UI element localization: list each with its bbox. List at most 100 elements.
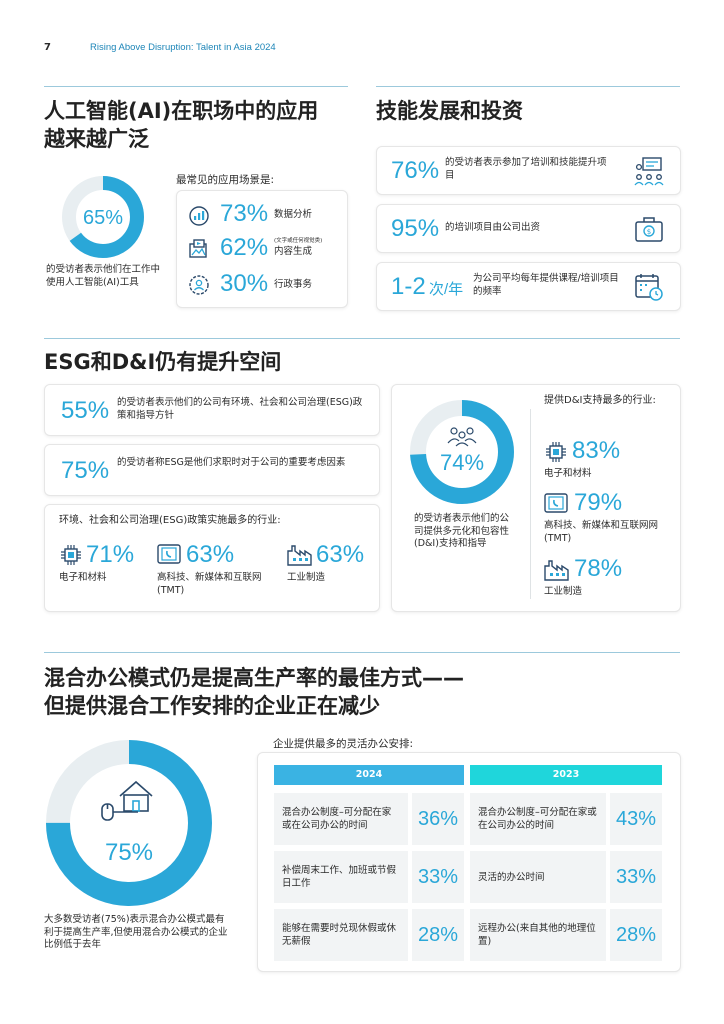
table-row-value: 36% [412, 793, 464, 845]
analytics-icon [189, 206, 209, 226]
scenario-value: 62% [220, 234, 269, 261]
industry-label: 电子和材料 [59, 572, 107, 583]
scenario-row-content: 62% (文字或任何视觉类) 内容生成 [188, 234, 344, 264]
table-title: 企业提供最多的灵活办公安排: [273, 738, 414, 750]
scenario-label: 数据分析 [274, 209, 313, 220]
di-industries-title: 提供D&I支持最多的行业: [544, 395, 656, 406]
industry-value: 71% [86, 541, 135, 568]
industry-label: 高科技、新媒体和互联网网(TMT) [544, 520, 659, 544]
ai-donut-chart: 65% [62, 176, 144, 258]
skills-text: 的培训项目由公司出资 [445, 222, 541, 233]
chip-icon [61, 545, 81, 565]
scenario-value: 73% [220, 200, 269, 227]
esg-heading: ESG和D&I仍有提升空间 [44, 350, 282, 374]
briefcase-money-icon: $ [635, 217, 663, 242]
esg-text: 的受访者称ESG是他们求职时对于公司的重要考虑因素 [117, 457, 346, 468]
industry-label: 高科技、新媒体和互联网(TMT) [157, 572, 262, 596]
table-row-value: 43% [610, 793, 662, 845]
scenario-row-analytics: 73% 数据分析 [188, 200, 344, 230]
industry-label: 电子和材料 [544, 468, 592, 479]
svg-text:$: $ [647, 228, 651, 236]
table-row-value: 33% [610, 851, 662, 903]
table-row-label: 混合办公制度–可分配在家或在公司办公的时间 [470, 793, 606, 845]
skills-value: 76% [391, 157, 440, 184]
home-office-icon [101, 780, 153, 821]
factory-icon [544, 560, 569, 581]
table-row-label: 补偿周末工作、加班或节假日工作 [274, 851, 408, 903]
esg-industries-card: 环境、社会和公司治理(ESG)政策实施最多的行业: 71% 电子和材料 63% … [44, 504, 380, 612]
di-card: 74% 的受访者表示他们的公司提供多元化和包容性(D&I)支持和指导 提供D&I… [391, 384, 681, 612]
hybrid-donut-value: 75% [105, 839, 153, 866]
di-donut-chart: 74% [410, 400, 514, 504]
esg-industry-electronics: 71% 电子和材料 [59, 541, 155, 603]
industry-value: 78% [574, 555, 623, 582]
skills-card-frequency: 1-2 次/年 为公司平均每年提供课程/培训项目的频率 [376, 262, 681, 311]
report-title: Rising Above Disruption: Talent in Asia … [90, 42, 276, 53]
skills-text: 为公司平均每年提供课程/培训项目的频率 [473, 273, 619, 297]
table-row-label: 能够在需要时兑现休假或休无薪假 [274, 909, 408, 961]
esg-value: 55% [61, 397, 110, 424]
hybrid-heading-line1: 混合办公模式仍是提高生产率的最佳方式—— [44, 666, 464, 690]
ai-heading-line1: 人工智能(AI)在职场中的应用 [44, 99, 319, 123]
di-industry-tmt: 79% 高科技、新媒体和互联网网(TMT) [544, 489, 672, 549]
table-row-value: 28% [610, 909, 662, 961]
hybrid-heading-line2: 但提供混合工作安排的企业正在减少 [44, 694, 380, 718]
di-industry-manufacturing: 78% 工业制造 [544, 555, 672, 605]
di-donut-value: 74% [440, 450, 484, 475]
scenario-label: 内容生成 [274, 246, 313, 257]
esg-industry-manufacturing: 63% 工业制造 [287, 541, 377, 603]
ai-heading: 人工智能(AI)在职场中的应用 越来越广泛 [44, 97, 318, 153]
esg-value: 75% [61, 457, 110, 484]
esg-industry-tmt: 63% 高科技、新媒体和互联网(TMT) [157, 541, 283, 603]
industry-value: 83% [572, 437, 621, 464]
esg-industries-title: 环境、社会和公司治理(ESG)政策实施最多的行业: [59, 515, 281, 526]
hybrid-heading: 混合办公模式仍是提高生产率的最佳方式—— 但提供混合工作安排的企业正在减少 [44, 664, 464, 720]
ai-donut-caption: 的受访者表示他们在工作中使用人工智能(AI)工具 [46, 264, 161, 288]
di-industry-electronics: 83% 电子和材料 [544, 437, 672, 483]
industry-label: 工业制造 [544, 586, 583, 597]
ai-donut-value: 65% [83, 207, 123, 229]
scenario-label: 行政事务 [274, 279, 313, 290]
tech-device-icon [544, 493, 568, 513]
calendar-clock-icon [635, 274, 663, 301]
skills-card-funding: 95% 的培训项目由公司出资 $ [376, 204, 681, 253]
esg-stat-policy: 55% 的受访者表示他们的公司有环境、社会和公司治理(ESG)政策和指导方针 [44, 384, 380, 436]
di-donut-caption: 的受访者表示他们的公司提供多元化和包容性(D&I)支持和指导 [414, 513, 510, 549]
hybrid-caption: 大多数受访者(75%)表示混合办公模式最有利于提高生产率,但使用混合办公模式的企… [44, 914, 228, 950]
ai-heading-line2: 越来越广泛 [44, 127, 149, 151]
skills-text: 的受访者表示参加了培训和技能提升项目 [445, 157, 607, 181]
skills-unit: 次/年 [429, 281, 464, 298]
ai-donut-arc [62, 176, 144, 258]
scenario-note: (文字或任何视觉类) [274, 238, 323, 244]
hybrid-donut-arc [46, 740, 212, 906]
table-row-value: 28% [412, 909, 464, 961]
column-header-2024: 2024 [274, 765, 464, 785]
hybrid-donut-chart: 75% [46, 740, 212, 906]
industry-value: 63% [316, 541, 365, 568]
people-icon [447, 427, 477, 447]
industry-label: 工业制造 [287, 572, 326, 583]
skills-value: 95% [391, 215, 440, 242]
industry-value: 63% [186, 541, 235, 568]
column-header-2023: 2023 [470, 765, 662, 785]
scenarios-title: 最常见的应用场景是: [176, 174, 275, 186]
chip-icon [546, 442, 566, 462]
arrangements-card: 2024 2023 混合办公制度–可分配在家或在公司办公的时间 36% 补偿周末… [257, 752, 681, 972]
page-number: 7 [44, 42, 51, 53]
industry-value: 79% [574, 489, 623, 516]
skills-card-training: 76% 的受访者表示参加了培训和技能提升项目 [376, 146, 681, 195]
di-divider [530, 409, 531, 599]
section-rule [376, 86, 680, 87]
di-donut-arc [410, 400, 514, 504]
section-rule [44, 86, 348, 87]
scenario-value: 30% [220, 270, 269, 297]
scenario-row-admin: 30% 行政事务 [188, 270, 344, 300]
table-row-label: 远程办公(来自其他的地理位置) [470, 909, 606, 961]
table-row-label: 灵活的办公时间 [470, 851, 606, 903]
skills-value: 1-2 [391, 273, 426, 300]
esg-text: 的受访者表示他们的公司有环境、社会和公司治理(ESG)政策和指导方针 [117, 397, 363, 421]
table-row-label: 混合办公制度–可分配在家或在公司办公的时间 [274, 793, 408, 845]
skills-heading: 技能发展和投资 [376, 99, 523, 123]
tech-device-icon [157, 544, 181, 564]
media-icon [189, 239, 207, 258]
